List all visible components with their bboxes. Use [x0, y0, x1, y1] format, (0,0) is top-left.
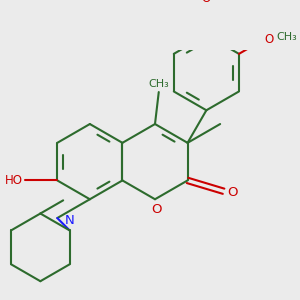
Text: O: O [202, 0, 211, 5]
Text: O: O [227, 186, 238, 199]
Text: O: O [152, 203, 162, 216]
Text: HO: HO [5, 174, 23, 187]
Text: CH₃: CH₃ [276, 32, 297, 42]
Text: CH₃: CH₃ [148, 79, 169, 89]
Text: N: N [65, 214, 75, 227]
Text: O: O [264, 33, 274, 46]
